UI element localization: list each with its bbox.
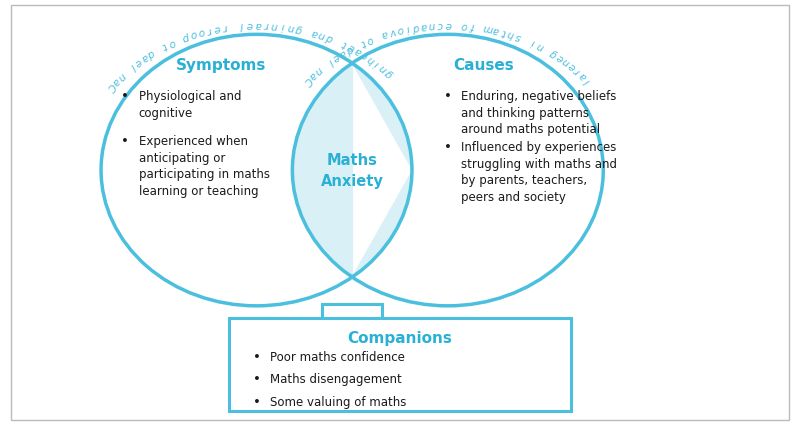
Ellipse shape xyxy=(101,35,412,306)
Text: •: • xyxy=(253,350,260,363)
Text: n: n xyxy=(428,20,435,31)
Text: a: a xyxy=(139,52,150,63)
Text: a: a xyxy=(307,70,318,81)
Text: o: o xyxy=(166,37,176,48)
Text: n: n xyxy=(378,62,389,74)
Text: n: n xyxy=(115,70,126,82)
Text: l: l xyxy=(128,62,136,71)
Text: d: d xyxy=(146,47,156,59)
Text: m: m xyxy=(482,23,494,34)
Text: Poor maths confidence: Poor maths confidence xyxy=(270,350,405,363)
Text: e: e xyxy=(445,20,451,30)
Text: Influenced by experiences
struggling with maths and
by parents, teachers,
peers : Influenced by experiences struggling wit… xyxy=(462,141,618,203)
Text: d: d xyxy=(412,22,420,32)
Text: n: n xyxy=(534,40,545,52)
Text: •: • xyxy=(121,135,129,148)
Text: a: a xyxy=(337,47,348,59)
Text: Some valuing of maths: Some valuing of maths xyxy=(270,395,406,409)
Text: t: t xyxy=(160,40,169,51)
Text: h: h xyxy=(506,29,516,40)
Text: Symptoms: Symptoms xyxy=(175,58,266,72)
Text: a: a xyxy=(310,27,318,38)
Text: o: o xyxy=(365,34,374,45)
Text: t: t xyxy=(340,38,348,49)
Text: g: g xyxy=(382,67,394,79)
Text: •: • xyxy=(121,90,129,103)
Text: a: a xyxy=(491,24,500,36)
Text: i: i xyxy=(373,58,382,68)
Text: g: g xyxy=(294,23,302,35)
Polygon shape xyxy=(292,64,412,277)
Text: t: t xyxy=(500,26,506,37)
Text: C: C xyxy=(302,75,314,87)
Text: e: e xyxy=(214,23,222,34)
Text: Experienced when
anticipating or
participating in maths
learning or teaching: Experienced when anticipating or partici… xyxy=(138,135,270,197)
Text: r: r xyxy=(573,66,582,76)
Text: Maths
Anxiety: Maths Anxiety xyxy=(321,153,384,189)
Text: a: a xyxy=(254,20,261,30)
Text: s: s xyxy=(514,31,522,42)
Text: v: v xyxy=(388,26,397,37)
Text: n: n xyxy=(313,65,324,77)
Text: i: i xyxy=(280,21,285,32)
Text: e: e xyxy=(346,41,356,53)
Text: i: i xyxy=(406,23,410,34)
Text: e: e xyxy=(554,51,565,63)
Text: r: r xyxy=(264,20,269,30)
Text: Enduring, negative beliefs
and thinking patterns
around maths potential: Enduring, negative beliefs and thinking … xyxy=(462,90,617,136)
Text: c: c xyxy=(437,20,443,30)
Text: o: o xyxy=(190,29,198,40)
Text: f: f xyxy=(470,21,474,31)
Text: a: a xyxy=(420,21,427,32)
Text: r: r xyxy=(222,22,228,32)
Text: r: r xyxy=(206,25,213,35)
Text: t: t xyxy=(358,37,366,48)
Text: a: a xyxy=(353,45,363,57)
Text: l: l xyxy=(240,20,243,30)
Text: •: • xyxy=(444,141,452,154)
Text: Causes: Causes xyxy=(454,58,514,72)
Text: o: o xyxy=(197,26,206,37)
Text: l: l xyxy=(326,57,334,66)
Text: Maths disengagement: Maths disengagement xyxy=(270,373,402,386)
Text: e: e xyxy=(330,51,342,63)
Text: a: a xyxy=(577,70,589,81)
Text: d: d xyxy=(325,32,334,43)
Ellipse shape xyxy=(292,35,603,306)
FancyBboxPatch shape xyxy=(229,318,571,411)
Text: •: • xyxy=(444,90,452,103)
Text: h: h xyxy=(366,53,377,65)
Text: i: i xyxy=(530,37,536,48)
Text: n: n xyxy=(318,29,326,40)
Text: a: a xyxy=(380,29,390,40)
Text: n: n xyxy=(270,20,278,31)
Text: n: n xyxy=(560,55,571,67)
Text: o: o xyxy=(396,24,404,36)
Text: Physiological and
cognitive: Physiological and cognitive xyxy=(138,90,241,120)
Text: n: n xyxy=(286,22,294,33)
FancyBboxPatch shape xyxy=(322,304,382,318)
Text: l: l xyxy=(583,76,593,85)
Text: d: d xyxy=(344,43,354,55)
Text: p: p xyxy=(182,31,191,42)
Text: e: e xyxy=(246,20,253,30)
Text: c: c xyxy=(359,49,370,60)
Text: Companions: Companions xyxy=(347,331,453,345)
Text: e: e xyxy=(566,60,578,72)
Text: a: a xyxy=(110,76,122,87)
Text: e: e xyxy=(133,56,143,68)
Text: o: o xyxy=(460,20,467,31)
Text: •: • xyxy=(253,373,260,386)
Text: C: C xyxy=(105,81,117,93)
Text: g: g xyxy=(548,47,558,59)
Text: •: • xyxy=(253,395,260,409)
